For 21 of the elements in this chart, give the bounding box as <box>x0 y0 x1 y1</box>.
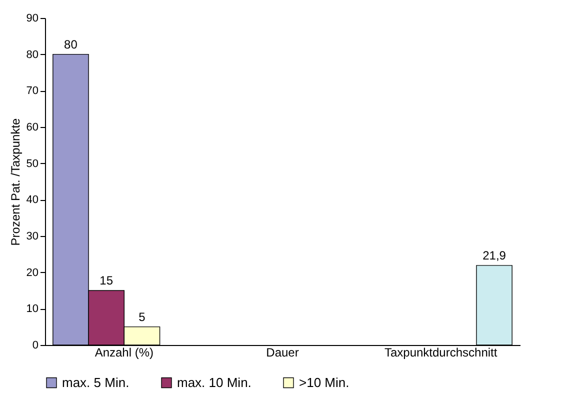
y-tick-label: 90 <box>26 12 38 24</box>
x-tick-label: Dauer <box>266 346 299 360</box>
legend-label: max. 10 Min. <box>177 374 252 390</box>
y-tick-label: 50 <box>26 158 38 170</box>
y-tick-label: 0 <box>32 340 38 352</box>
x-tick-label: Taxpunktdurchschnitt <box>384 346 498 360</box>
data-label: 15 <box>100 274 114 288</box>
data-label: 5 <box>138 310 146 324</box>
y-axis-title: Prozent Pat. /Taxpunkte <box>8 118 22 246</box>
y-tick-label: 20 <box>26 266 38 279</box>
data-label: 80 <box>64 37 78 52</box>
y-tick-label: 30 <box>26 230 38 242</box>
y-tick-label: 80 <box>26 48 38 61</box>
legend-label: >10 Min. <box>299 374 350 390</box>
legend-label: max. 5 Min. <box>62 374 130 390</box>
y-tick-label: 60 <box>26 122 38 134</box>
x-tick-label: Anzahl (%) <box>94 346 154 360</box>
data-label: 21,9 <box>482 248 506 262</box>
y-tick-label: 70 <box>26 85 38 98</box>
y-tick-label: 10 <box>26 303 38 316</box>
y-tick-label: 40 <box>26 194 38 206</box>
